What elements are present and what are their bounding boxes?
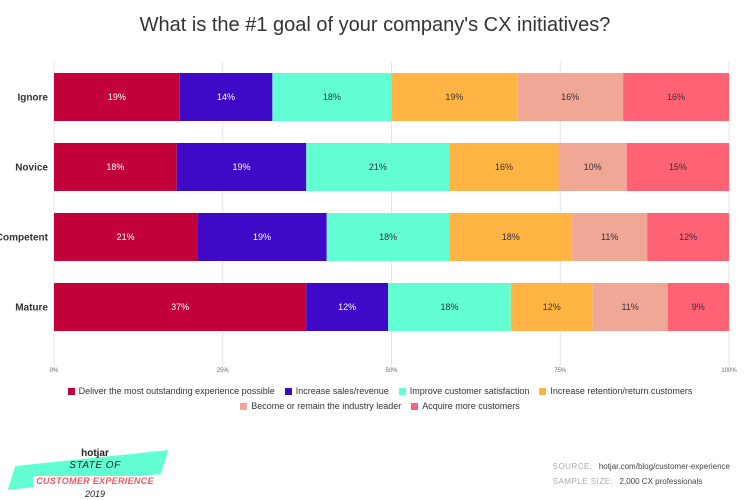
- bar-segment: [592, 283, 668, 331]
- legend-swatch: [67, 387, 75, 395]
- legend-swatch: [539, 387, 547, 395]
- data-label: 11%: [601, 232, 618, 242]
- x-tick-label: 0%: [50, 368, 59, 374]
- bar-segment: [54, 143, 177, 191]
- data-label: 19%: [232, 162, 250, 172]
- chart-title: What is the #1 goal of your company's CX…: [139, 14, 611, 36]
- data-label: 15%: [669, 162, 687, 172]
- bar-segment: [54, 213, 198, 261]
- category-label: Competent: [0, 233, 49, 244]
- bar-segment: [510, 283, 593, 331]
- legend-swatch: [284, 387, 292, 395]
- hotjar-report-logo: hotjar STATE OF CUSTOMER EXPERIENCE 2019: [8, 440, 178, 499]
- bar-segment: [391, 73, 518, 121]
- legend-swatch: [398, 387, 406, 395]
- legend-label: Become or remain the industry leader: [251, 401, 402, 411]
- bar-segment: [388, 283, 511, 331]
- bar-segment: [306, 283, 389, 331]
- bar-segment: [272, 73, 392, 121]
- legend-item: Improve customer satisfaction: [398, 384, 530, 399]
- data-label: 16%: [495, 162, 513, 172]
- x-tick-label: 25%: [217, 368, 230, 374]
- source-line: SOURCE: hotjar.com/blog/customer-experie…: [553, 459, 730, 474]
- data-label: 12%: [543, 302, 561, 312]
- data-label: 19%: [108, 92, 126, 102]
- chart-legend: Deliver the most outstanding experience …: [40, 384, 720, 414]
- data-label: 19%: [253, 232, 271, 242]
- bar-segment: [572, 213, 648, 261]
- logo-brand: hotjar: [81, 448, 109, 459]
- data-label: 21%: [369, 162, 387, 172]
- data-label: 18%: [106, 162, 124, 172]
- data-label: 18%: [502, 232, 520, 242]
- data-label: 16%: [561, 92, 579, 102]
- category-label: Novice: [15, 163, 48, 174]
- data-label: 12%: [338, 302, 356, 312]
- bar-segment: [326, 213, 450, 261]
- legend-item: Increase sales/revenue: [284, 384, 389, 399]
- legend-label: Increase sales/revenue: [295, 386, 389, 396]
- legend-label: Deliver the most outstanding experience …: [78, 386, 275, 396]
- bar-segment: [306, 143, 450, 191]
- bar-segment: [626, 143, 729, 191]
- legend-label: Improve customer satisfaction: [409, 386, 530, 396]
- bar-segment: [558, 143, 627, 191]
- bar-segment: [449, 213, 573, 261]
- x-tick-label: 75%: [554, 368, 567, 374]
- data-label: 9%: [692, 302, 705, 312]
- category-label: Mature: [15, 303, 48, 314]
- sample-size-label: SAMPLE SIZE:: [552, 477, 614, 486]
- x-tick-label: 100%: [721, 368, 737, 374]
- data-label: 12%: [679, 232, 697, 242]
- bar-segment: [647, 213, 729, 261]
- legend-label: Increase retention/return customers: [550, 386, 693, 396]
- legend-item: Acquire more customers: [411, 399, 520, 414]
- bar-segment: [449, 143, 559, 191]
- source-value: hotjar.com/blog/customer-experience: [598, 462, 730, 471]
- data-label: 16%: [667, 92, 685, 102]
- legend-label: Acquire more customers: [422, 401, 520, 411]
- data-label: 37%: [171, 302, 189, 312]
- bar-segment: [54, 73, 180, 121]
- sample-size-value: 2,000 CX professionals: [619, 477, 703, 486]
- legend-item: Become or remain the industry leader: [240, 399, 401, 414]
- source-label: SOURCE:: [552, 462, 593, 471]
- data-label: 14%: [217, 92, 235, 102]
- logo-line-customer-experience: CUSTOMER EXPERIENCE: [33, 476, 157, 487]
- bar-segment: [197, 213, 327, 261]
- bar-segment: [517, 73, 624, 121]
- bar-segment: [623, 73, 729, 121]
- category-label: Ignore: [17, 93, 48, 104]
- bar-segment: [667, 283, 729, 331]
- data-label: 18%: [379, 232, 397, 242]
- data-label: 18%: [323, 92, 341, 102]
- logo-year: 2019: [84, 489, 106, 499]
- data-label: 18%: [440, 302, 458, 312]
- bar-segment: [176, 143, 307, 191]
- legend-item: Increase retention/return customers: [539, 384, 692, 399]
- x-tick-label: 50%: [385, 368, 398, 374]
- bar-segment: [54, 283, 307, 331]
- stacked-bar-chart: 0% 25% 50% 75% 100% Ignore 19% 14% 18% 19% 16% 16% N…: [0, 62, 737, 374]
- data-label: 10%: [584, 162, 602, 172]
- data-label: 19%: [445, 92, 463, 102]
- data-label: 11%: [621, 302, 638, 312]
- bar-segment: [179, 73, 273, 121]
- logo-line-state-of: STATE OF: [69, 460, 121, 471]
- sample-size-line: SAMPLE SIZE: 2,000 CX professionals: [553, 474, 730, 489]
- legend-item: Deliver the most outstanding experience …: [67, 384, 275, 399]
- data-label: 21%: [117, 232, 135, 242]
- legend-swatch: [240, 402, 248, 410]
- legend-swatch: [411, 402, 419, 410]
- source-note: SOURCE: hotjar.com/blog/customer-experie…: [553, 459, 730, 489]
